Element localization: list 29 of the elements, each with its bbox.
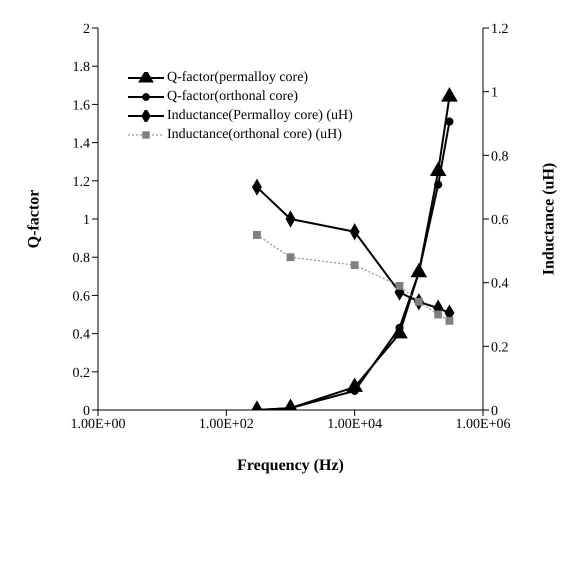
y2-tick-label: 0.8 xyxy=(491,149,508,164)
y2-tick-label: 0.6 xyxy=(491,212,508,228)
y2-tick-label: 0.4 xyxy=(491,276,508,292)
y-tick-label: 0.2 xyxy=(72,366,90,381)
y-tick-label: 1.8 xyxy=(72,60,90,76)
legend-label: Q-factor(orthonal core) xyxy=(167,88,298,104)
x-tick-label: 1.00E+04 xyxy=(327,416,382,432)
y-axis-title: Q-factor xyxy=(26,190,43,248)
y2-tick-label: 1 xyxy=(491,86,498,101)
y-tick-label: 0.8 xyxy=(72,251,90,266)
y-tick-label: 1.6 xyxy=(72,98,90,114)
y2-tick-label: 0 xyxy=(491,404,498,419)
legend-label: Inductance(Permalloy core) (uH) xyxy=(167,108,353,124)
y2-axis-title: Inductance (uH) xyxy=(540,162,558,276)
x-tick-label: 1.00E+02 xyxy=(198,416,254,432)
x-tick-label: 1.00E+06 xyxy=(456,416,510,432)
y-tick-label: 1 xyxy=(83,212,90,228)
y-tick-label: 1.4 xyxy=(72,136,90,152)
y-tick-label: 0 xyxy=(83,404,90,419)
y2-tick-label: 1.2 xyxy=(491,22,508,37)
y-tick-label: 0.6 xyxy=(72,289,90,304)
legend-label: Inductance(orthonal core) (uH) xyxy=(167,126,342,142)
legend-label: Q-factor(permalloy core) xyxy=(167,70,308,86)
y2-tick-label: 0.2 xyxy=(491,340,508,356)
x-axis-title: Frequency (Hz) xyxy=(237,457,344,474)
x-tick-label: 1.00E+00 xyxy=(70,416,126,432)
y-tick-label: 1.2 xyxy=(72,174,90,190)
y-tick-label: 2 xyxy=(83,22,90,37)
y-tick-label: 0.4 xyxy=(72,328,90,343)
